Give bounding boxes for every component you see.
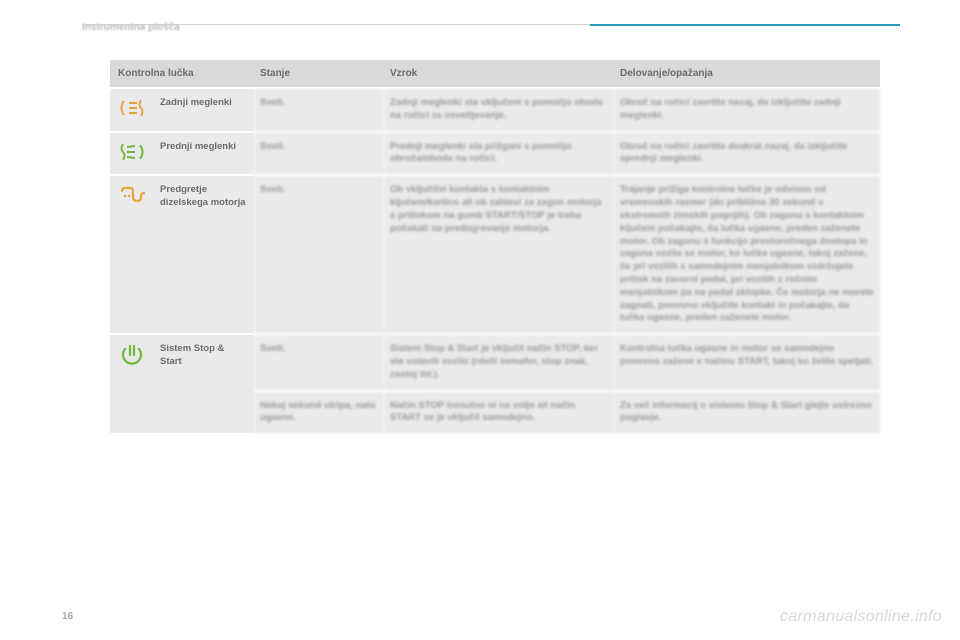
icon-cell (110, 175, 154, 334)
row-name: Sistem Stop & Start (154, 334, 254, 433)
row-name: Zadnji meglenki (154, 88, 254, 132)
table-row: Zadnji meglenki Sveti. Zadnji meglenki s… (110, 88, 880, 132)
table-row: Predgretje dizelskega motorja Sveti. Ob … (110, 175, 880, 334)
row-name: Predgretje dizelskega motorja (154, 175, 254, 334)
row-cause: Sistem Stop & Start je vključil način ST… (384, 334, 614, 390)
icon-cell (110, 334, 154, 433)
icon-cell (110, 132, 154, 176)
row-state: Sveti. (254, 132, 384, 176)
row-cause: Način STOP trenutno ni na voljo ali nači… (384, 391, 614, 434)
row-cause: Prednji meglenki sta prižgani s pomočjo … (384, 132, 614, 176)
header-accent (590, 24, 900, 26)
row-state: Nekaj sekund utripa, nato ugasne. (254, 391, 384, 434)
row-action: Trajanje prižiga kontrolne lučke je odvi… (614, 175, 880, 334)
row-action: Obroč na ročici zavrtite nazaj, da izklj… (614, 88, 880, 132)
th-action: Delovanje/opažanja (614, 60, 880, 88)
indicator-table: Kontrolna lučka Stanje Vzrok Delovanje/o… (110, 60, 880, 600)
th-cause: Vzrok (384, 60, 614, 88)
row-cause: Ob vključitvi kontakta s kontaktnim klju… (384, 175, 614, 334)
icon-cell (110, 88, 154, 132)
row-state: Sveti. (254, 88, 384, 132)
row-action: Za več informacij o sistemu Stop & Start… (614, 391, 880, 434)
row-cause: Zadnji meglenki sta vključeni s pomočjo … (384, 88, 614, 132)
th-indicator: Kontrolna lučka (110, 60, 254, 88)
table-row: Sistem Stop & Start Sveti. Sistem Stop &… (110, 334, 880, 390)
front-fog-icon (117, 141, 147, 163)
table-row: Prednji meglenki Sveti. Prednji meglenki… (110, 132, 880, 176)
row-name: Prednji meglenki (154, 132, 254, 176)
preheat-icon (117, 184, 147, 206)
row-state: Sveti. (254, 334, 384, 390)
row-action: Kontrolna lučka ugasne in motor se samod… (614, 334, 880, 390)
row-action: Obroč na ročici zavrtite dvakrat nazaj, … (614, 132, 880, 176)
th-state: Stanje (254, 60, 384, 88)
page-number: 16 (62, 611, 73, 622)
row-state: Sveti. (254, 175, 384, 334)
rear-fog-icon (117, 97, 147, 119)
watermark: carmanualsonline.info (780, 608, 942, 626)
stop-start-icon (117, 343, 147, 367)
